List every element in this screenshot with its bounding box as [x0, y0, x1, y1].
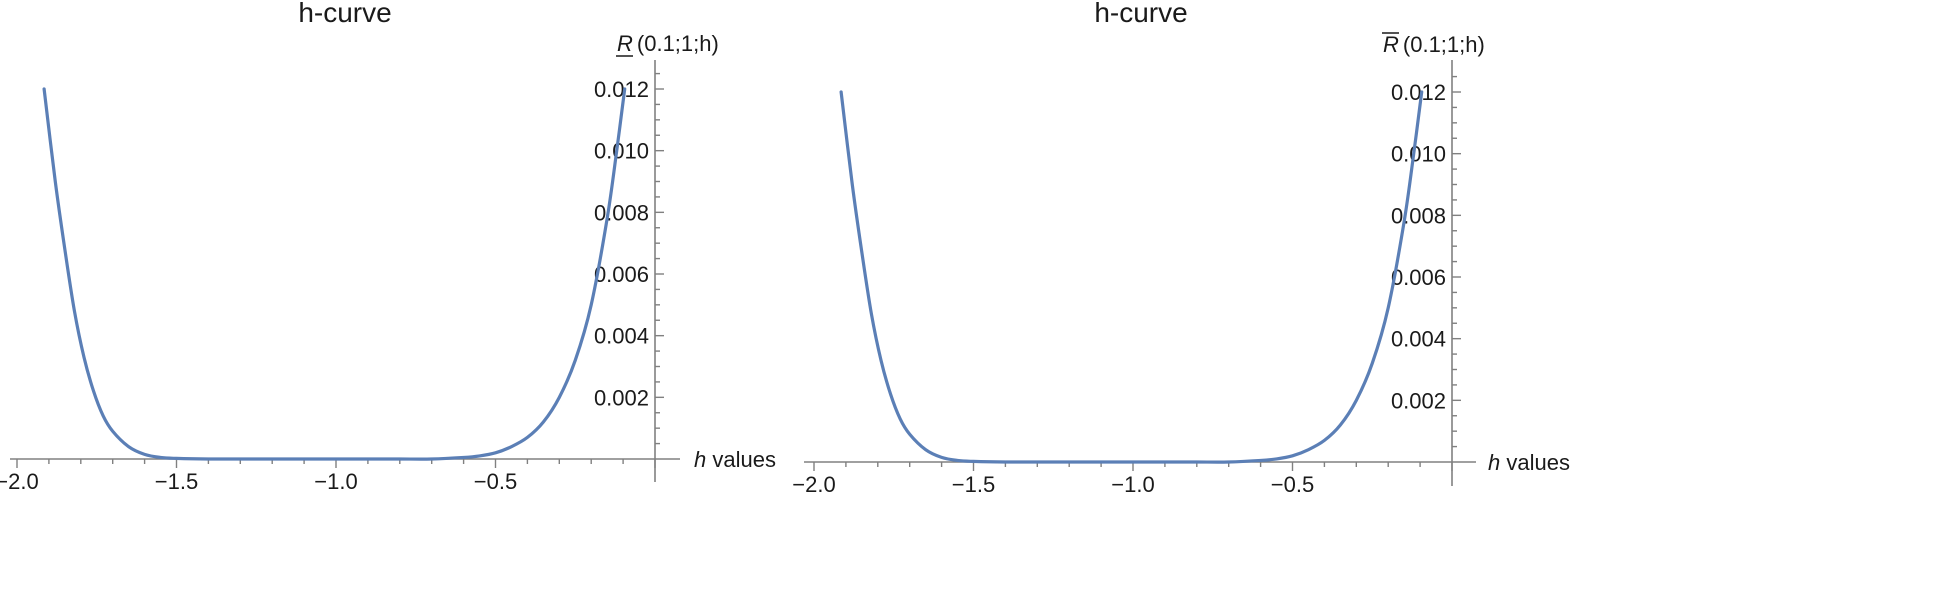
- y-axis-label: R (0.1;1;h): [617, 31, 719, 56]
- series-line: [839, 90, 1424, 464]
- x-tick-label: −1.5: [952, 472, 995, 497]
- x-tick-label: −1.0: [1111, 472, 1154, 497]
- y-tick-label: 0.004: [594, 324, 649, 349]
- chart-panel-2: h-curve −2.0 −1.5 −1.0 −0.5 0.002 0.004 0.006 0.…: [792, 0, 1570, 497]
- y-tick-label: 0.002: [594, 385, 649, 410]
- chart-panel-1: h-curve −2.0 −1.5 −1.0 −0.5 0.002 0.004 0.006 0.…: [0, 0, 776, 494]
- x-axis-label: h values: [694, 447, 776, 472]
- x-tick-label: −1.0: [314, 469, 357, 494]
- y-tick-label: 0.004: [1391, 327, 1446, 352]
- x-tick-label: −0.5: [1271, 472, 1314, 497]
- y-axis-label-args: (0.1;1;h): [637, 31, 719, 56]
- y-tick-label: 0.012: [1391, 80, 1446, 105]
- y-tick-label: 0.012: [594, 77, 649, 102]
- series-line: [42, 87, 627, 461]
- x-axis-label: h values: [1488, 450, 1570, 475]
- y-tick-label: 0.010: [1391, 142, 1446, 167]
- chart-title: h-curve: [298, 0, 391, 28]
- y-tick-label: 0.008: [594, 200, 649, 225]
- y-tick-label: 0.006: [1391, 265, 1446, 290]
- x-axis-label-text: values: [706, 447, 776, 472]
- x-tick-label: −0.5: [474, 469, 517, 494]
- x-axis-label-text: values: [1500, 450, 1570, 475]
- y-tick-label: 0.008: [1391, 203, 1446, 228]
- y-axis-label-symbol: R: [617, 31, 633, 56]
- y-tick-label: 0.002: [1391, 388, 1446, 413]
- y-axis-label: R (0.1;1;h): [1383, 32, 1485, 57]
- y-tick-label: 0.010: [594, 139, 649, 164]
- y-axis-label-symbol: R: [1383, 32, 1399, 57]
- x-axis-label-symbol: h: [694, 447, 706, 472]
- x-tick-label: −1.5: [155, 469, 198, 494]
- chart-title: h-curve: [1094, 0, 1187, 28]
- y-tick-label: 0.006: [594, 262, 649, 287]
- x-axis-label-symbol: h: [1488, 450, 1500, 475]
- x-tick-label: −2.0: [792, 472, 835, 497]
- x-tick-label: −2.0: [0, 469, 39, 494]
- y-axis-label-args: (0.1;1;h): [1403, 32, 1485, 57]
